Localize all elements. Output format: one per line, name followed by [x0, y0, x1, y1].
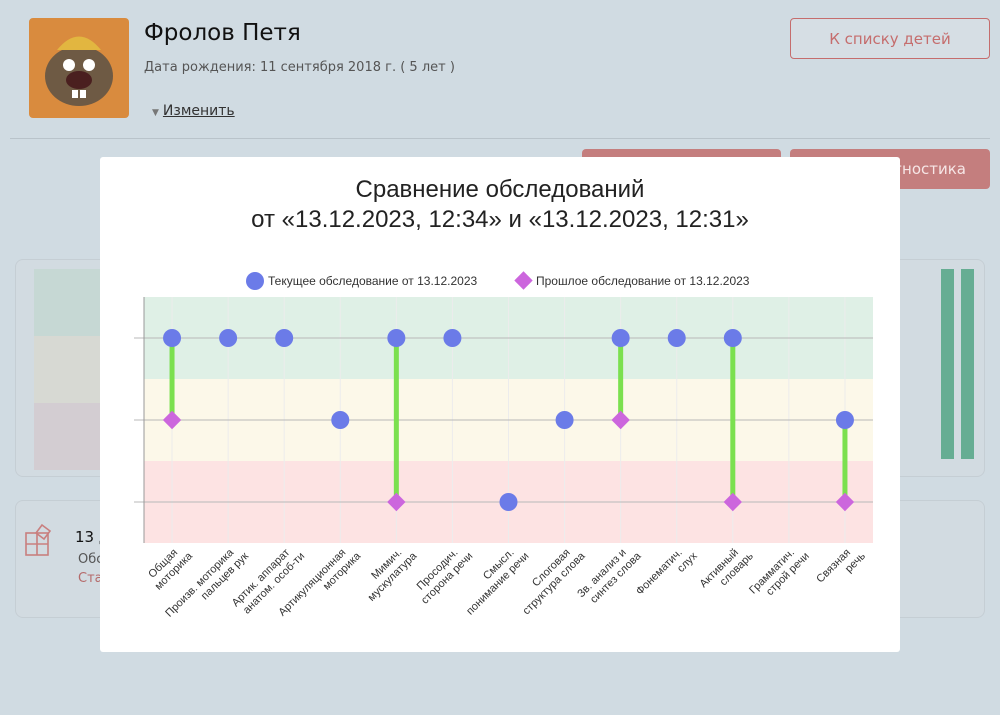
current-point	[163, 329, 182, 347]
previous-point	[611, 410, 630, 430]
legend-previous-marker	[514, 271, 533, 290]
current-point	[499, 493, 518, 511]
legend-previous-label: Прошлое обследование от 13.12.2023	[536, 274, 750, 288]
previous-point	[387, 492, 406, 512]
x-tick-label: Активныйсловарь	[697, 541, 755, 599]
beaver-avatar-icon	[45, 36, 113, 106]
x-tick-label: Мимич.мускулатура	[357, 540, 420, 603]
x-tick-label: Грамматич.строй речи	[747, 541, 812, 606]
current-point	[387, 329, 406, 347]
stat-card-line1: Обс	[78, 552, 104, 567]
x-tick-label: Связнаяречь	[814, 541, 868, 595]
current-point	[275, 329, 294, 347]
current-point	[219, 329, 238, 347]
modal-title-line1: Сравнение обследований	[355, 176, 645, 203]
edit-link[interactable]: ▼ Изменить	[152, 103, 235, 119]
birth-date: Дата рождения: 11 сентября 2018 г. ( 5 л…	[144, 60, 455, 75]
chart-legend: Текущее обследование от 13.12.2023 Прошл…	[246, 271, 750, 290]
current-point	[555, 411, 574, 429]
modal-title-line2: от «13.12.2023, 12:34» и «13.12.2023, 12…	[251, 206, 749, 233]
comparison-modal: Сравнение обследований от «13.12.2023, 1…	[100, 157, 900, 652]
x-tick-label: Фонематич.слух	[634, 541, 700, 607]
puzzle-icon	[25, 523, 52, 556]
divider	[10, 138, 990, 139]
current-point	[443, 329, 462, 347]
current-point	[611, 329, 630, 347]
current-point	[331, 411, 350, 429]
legend-current-marker	[246, 272, 264, 290]
legend-current-label: Текущее обследование от 13.12.2023	[268, 274, 478, 288]
previous-point	[835, 492, 855, 512]
previous-point	[723, 492, 743, 512]
caret-down-icon: ▼	[152, 108, 159, 118]
current-point	[835, 411, 854, 429]
edit-label: Изменить	[162, 103, 235, 119]
current-point	[723, 329, 742, 347]
modal-title: Сравнение обследований от «13.12.2023, 1…	[100, 175, 900, 235]
current-point	[667, 329, 686, 347]
avatar	[29, 18, 129, 118]
x-tick-label: Просодич.сторона речи	[410, 541, 476, 607]
x-tick-label: Общаямоторика	[143, 540, 195, 592]
child-name: Фролов Петя	[144, 20, 301, 46]
x-tick-label: Зв. анализ исинтез слова	[575, 540, 644, 609]
previous-point	[162, 410, 182, 430]
back-to-list-button[interactable]: К списку детей	[790, 18, 990, 59]
